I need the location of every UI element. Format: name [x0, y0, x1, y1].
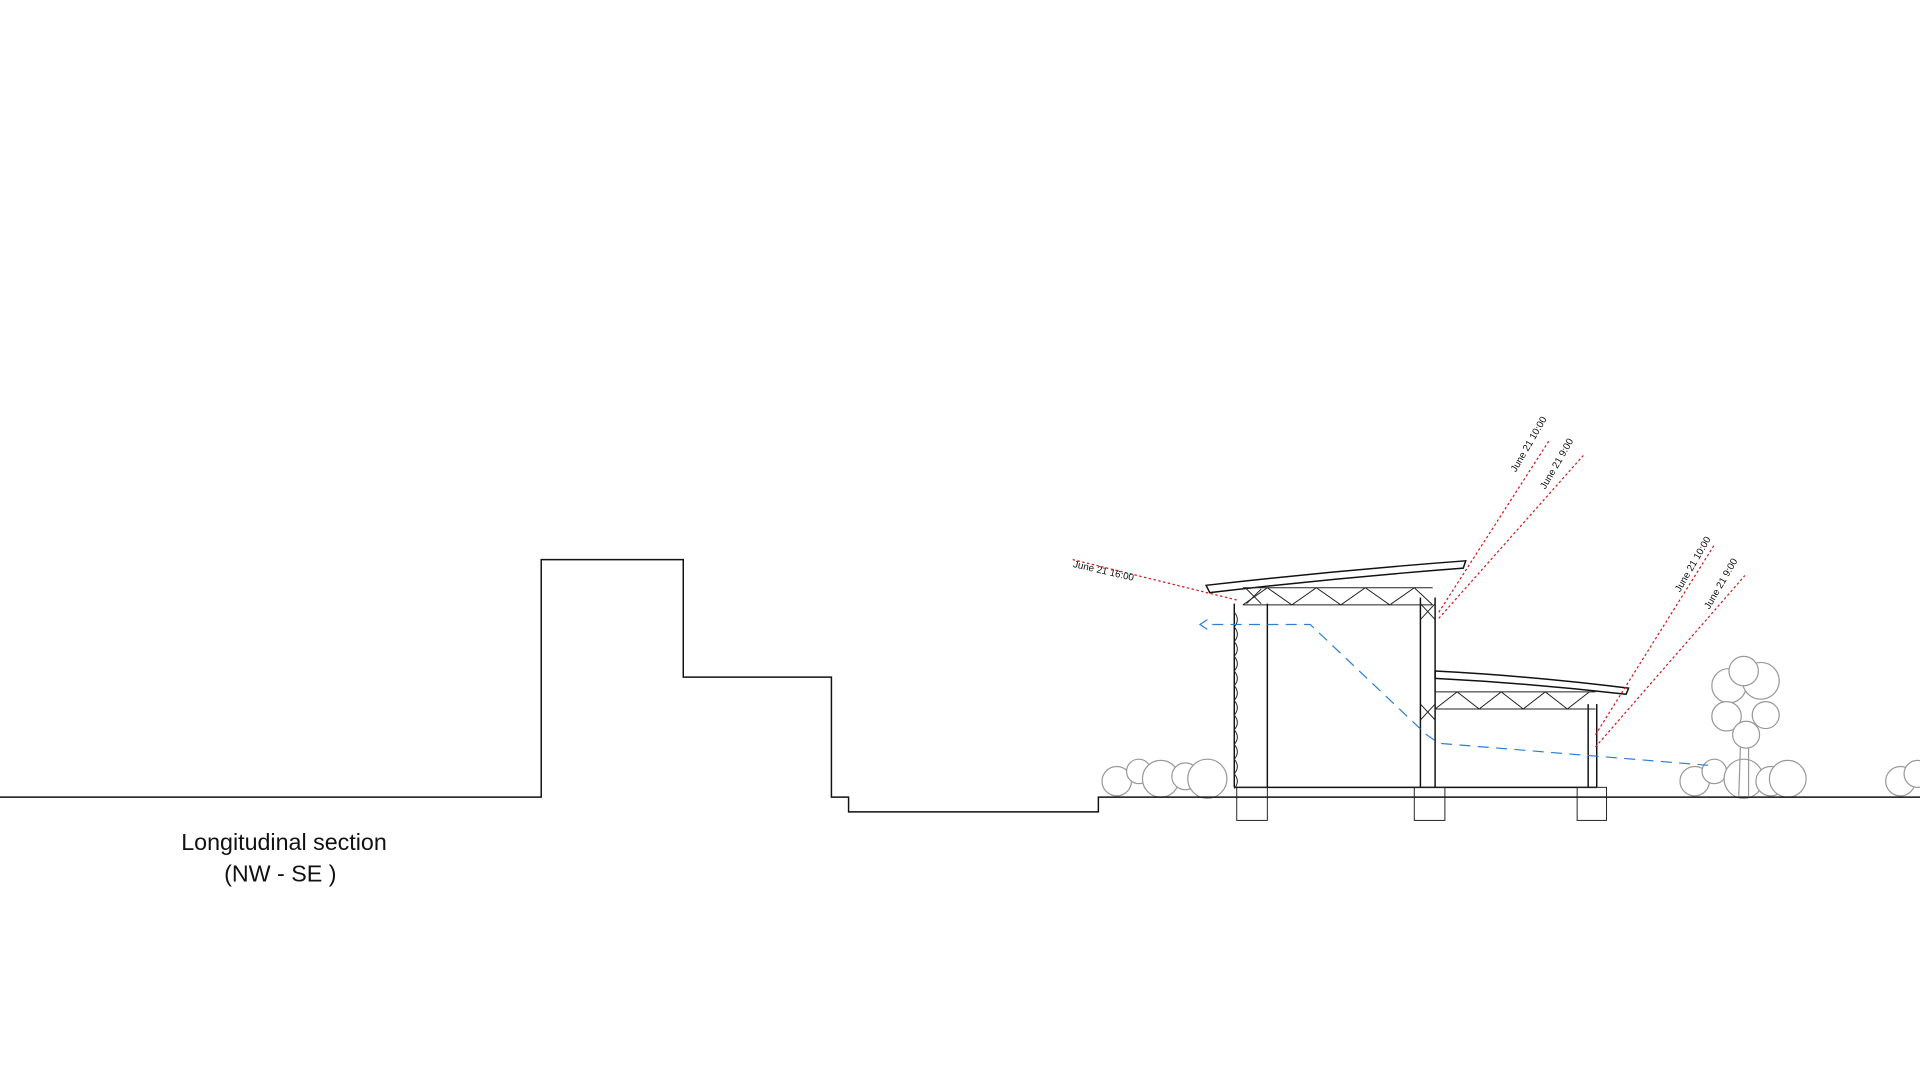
sun-rays — [1072, 440, 1746, 748]
vegetation — [1751, 701, 1780, 730]
vegetation — [1711, 701, 1742, 732]
airflow-arrow — [1198, 619, 1709, 766]
ground-profile — [0, 558, 1920, 813]
ground-profile — [0, 558, 1920, 813]
building-section — [1434, 691, 1596, 710]
building-section — [1576, 786, 1608, 821]
vegetation — [1903, 759, 1920, 788]
airflow-arrow — [1212, 623, 1709, 766]
building-section — [1246, 588, 1436, 721]
airflow-arrow — [1198, 619, 1208, 630]
sun-rays — [1072, 440, 1746, 748]
caption: Longitudinal section — [181, 829, 387, 855]
vegetation — [1701, 758, 1728, 785]
caption: (NW - SE ) — [224, 861, 336, 887]
vegetation — [1101, 655, 1920, 799]
building-section — [1204, 560, 1467, 594]
building-section — [1233, 611, 1238, 789]
building-section — [1413, 786, 1446, 821]
building-section — [1434, 670, 1630, 696]
building-section — [1419, 597, 1598, 788]
vegetation — [1728, 655, 1759, 687]
building-section — [1242, 587, 1433, 606]
building-section — [1204, 560, 1630, 821]
building-section — [1236, 786, 1268, 821]
vegetation — [1732, 720, 1761, 749]
vegetation — [1101, 655, 1920, 799]
vegetation — [1768, 759, 1807, 798]
vegetation — [1187, 758, 1228, 799]
